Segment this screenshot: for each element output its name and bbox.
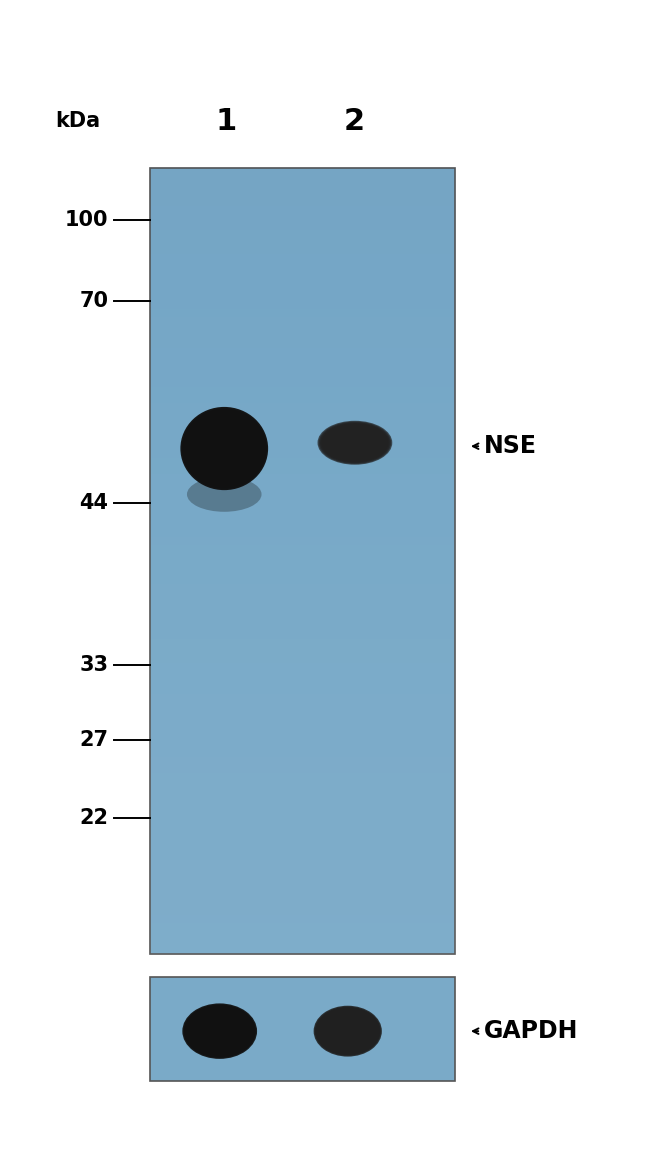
Ellipse shape — [186, 413, 263, 484]
Ellipse shape — [323, 424, 387, 461]
Ellipse shape — [192, 1012, 248, 1051]
Ellipse shape — [321, 423, 389, 462]
Ellipse shape — [324, 425, 385, 460]
Ellipse shape — [327, 427, 383, 459]
Ellipse shape — [315, 1007, 381, 1055]
Ellipse shape — [187, 414, 261, 483]
Ellipse shape — [326, 427, 384, 459]
Ellipse shape — [194, 1014, 246, 1048]
Ellipse shape — [318, 1009, 378, 1053]
Ellipse shape — [325, 1016, 370, 1046]
Ellipse shape — [326, 1017, 369, 1045]
Text: 44: 44 — [79, 492, 109, 513]
Ellipse shape — [333, 432, 376, 453]
Ellipse shape — [328, 1018, 367, 1044]
Ellipse shape — [330, 1021, 365, 1042]
Ellipse shape — [192, 1013, 247, 1050]
Text: 100: 100 — [65, 209, 109, 230]
Text: GAPDH: GAPDH — [484, 1020, 578, 1043]
Ellipse shape — [202, 1021, 238, 1042]
Ellipse shape — [187, 476, 261, 512]
Ellipse shape — [188, 416, 260, 481]
Ellipse shape — [189, 1009, 250, 1053]
Ellipse shape — [327, 1017, 369, 1045]
Ellipse shape — [319, 1010, 376, 1052]
Ellipse shape — [316, 1008, 380, 1054]
Ellipse shape — [183, 1005, 256, 1058]
Ellipse shape — [185, 1006, 255, 1057]
Ellipse shape — [335, 432, 375, 453]
Ellipse shape — [332, 431, 378, 454]
Ellipse shape — [332, 1022, 364, 1040]
Text: kDa: kDa — [55, 111, 100, 132]
Ellipse shape — [322, 1013, 374, 1050]
Ellipse shape — [336, 434, 374, 452]
Ellipse shape — [183, 410, 265, 487]
Ellipse shape — [329, 429, 381, 457]
Ellipse shape — [323, 1014, 372, 1048]
Ellipse shape — [196, 1015, 243, 1047]
Ellipse shape — [321, 1013, 374, 1050]
Ellipse shape — [190, 1010, 249, 1052]
Text: 1: 1 — [216, 106, 237, 136]
Text: 27: 27 — [79, 729, 109, 750]
Ellipse shape — [202, 431, 246, 466]
Ellipse shape — [188, 1008, 252, 1054]
Ellipse shape — [199, 428, 250, 469]
Ellipse shape — [200, 1018, 240, 1044]
Ellipse shape — [320, 1012, 376, 1051]
Text: 22: 22 — [79, 808, 109, 829]
Ellipse shape — [195, 423, 254, 474]
Text: 70: 70 — [79, 290, 109, 311]
Ellipse shape — [186, 1007, 254, 1055]
Ellipse shape — [317, 1008, 379, 1054]
Ellipse shape — [203, 432, 245, 465]
Ellipse shape — [197, 1016, 242, 1046]
Ellipse shape — [182, 1003, 257, 1059]
Text: NSE: NSE — [484, 435, 538, 458]
Ellipse shape — [330, 1020, 366, 1043]
Ellipse shape — [187, 1007, 252, 1055]
Ellipse shape — [200, 430, 248, 467]
Ellipse shape — [198, 427, 251, 470]
Bar — [150, 168, 455, 954]
Ellipse shape — [313, 1006, 382, 1057]
Ellipse shape — [318, 421, 393, 465]
Ellipse shape — [201, 1020, 239, 1043]
Text: 33: 33 — [79, 654, 109, 675]
Text: 2: 2 — [344, 106, 365, 136]
Ellipse shape — [192, 421, 256, 476]
Ellipse shape — [190, 417, 259, 480]
Bar — [150, 977, 455, 1081]
Ellipse shape — [182, 408, 266, 489]
Ellipse shape — [332, 430, 378, 455]
Ellipse shape — [324, 1015, 371, 1047]
Ellipse shape — [328, 428, 382, 458]
Ellipse shape — [196, 425, 252, 472]
Ellipse shape — [330, 430, 380, 455]
Ellipse shape — [194, 422, 255, 475]
Ellipse shape — [322, 424, 387, 461]
Ellipse shape — [318, 422, 391, 464]
Ellipse shape — [191, 418, 257, 479]
Ellipse shape — [337, 435, 373, 451]
Ellipse shape — [195, 1015, 244, 1047]
Ellipse shape — [198, 1017, 241, 1045]
Ellipse shape — [185, 412, 264, 486]
Ellipse shape — [320, 422, 390, 464]
Ellipse shape — [180, 407, 268, 490]
